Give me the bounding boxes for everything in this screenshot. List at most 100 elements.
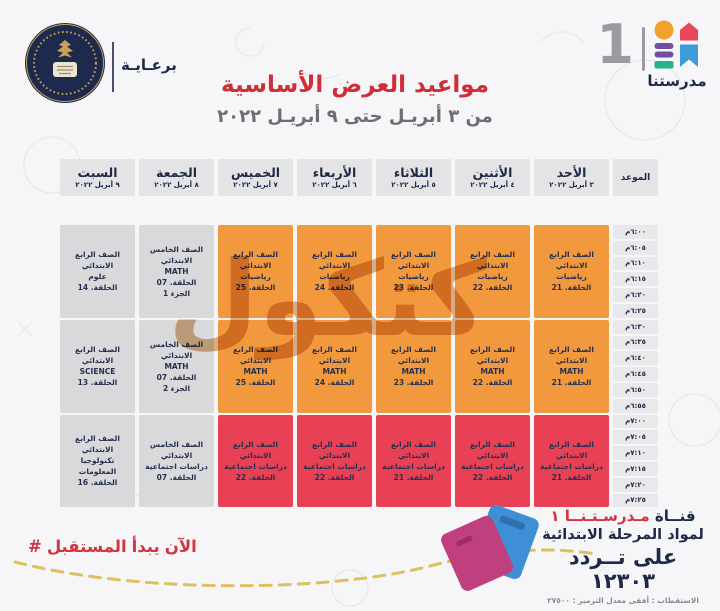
channel-brand: مـدرسـتـنــا ١	[550, 507, 650, 525]
ministry-logo	[25, 23, 105, 103]
time-slot-cell: ٧:٢٥م	[613, 493, 658, 508]
cell-line: الجزء 2	[162, 383, 191, 393]
hashtag-word: الآن	[164, 537, 197, 556]
cell-line: الصف الرابع الابتدائي	[312, 439, 357, 460]
schedule-cell: الصف الرابع الابتدائي MATH الحلقة. 24	[297, 319, 372, 413]
cell-line: الصف الرابع الابتدائي	[233, 439, 278, 460]
channel-info-line2: لمواد المرحلة الابتدائية	[542, 527, 704, 543]
cell-line: الحلقة. 24	[314, 283, 355, 293]
cell-line: SCIENCE	[79, 367, 116, 377]
cell-line: الجزء 1	[162, 288, 191, 298]
day-name: السبت	[77, 165, 118, 181]
schedule-cell: الصف الرابع الابتدائي دراسات اجتماعية الحل…	[218, 414, 293, 508]
time-slot-cell: ٦:٤٠م	[613, 351, 658, 366]
schedule-cell: الصف الرابع الابتدائي رياضيات الحلقة. 23	[376, 225, 451, 318]
logo-circle-icon	[654, 20, 674, 40]
cell-line: MATH	[401, 367, 426, 377]
cell-line: MATH	[243, 367, 268, 377]
day-date: ٤ أبريل ٢٠٢٢	[470, 180, 515, 189]
cell-line: الصف الرابع الابتدائي	[75, 434, 120, 455]
day-header-cell: الأثنين ٤ أبريل ٢٠٢٢	[455, 159, 530, 196]
time-slot-cell: ٦:١٠م	[613, 256, 658, 271]
logo-bar-icon	[654, 43, 674, 49]
cell-line: الصف الخامس الابتدائي	[149, 244, 204, 265]
cell-line: الصف الرابع الابتدائي	[549, 250, 594, 271]
cell-line: دراسات اجتماعية	[382, 461, 445, 471]
time-slot-cell: ٧:٢٠م	[613, 477, 658, 492]
day-name: الثلاثاء	[393, 165, 434, 181]
day-header-cell: الجمعة ٨ أبريل ٢٠٢٢	[139, 159, 214, 196]
cell-line: الصف الرابع الابتدائي	[391, 345, 436, 366]
schedule-body: ٦:٠٠م ٦:٠٥م ٦:١٠م ٦:١٥م ٦:٢٠م ٦:٢٥م ٦:٣٠م ٦:٣٥م…	[60, 225, 658, 508]
schedule-cell: الصف الرابع الابتدائي دراسات اجتماعية الحل…	[455, 414, 530, 508]
cell-line: الصف الرابع الابتدائي	[391, 439, 436, 460]
time-slot-cell: ٧:١٠م	[613, 446, 658, 460]
hashtag-word: المستقبل	[46, 537, 127, 556]
day-header-cell: الثلاثاء ٥ أبريل ٢٠٢٢	[376, 159, 451, 196]
cell-line: MATH	[164, 266, 189, 276]
schedule-cell: الصف الرابع الابتدائي رياضيات الحلقة. 24	[297, 225, 372, 318]
channel-name: مدرستنا	[647, 72, 707, 90]
schedule-cell: الصف الرابع الابتدائي رياضيات الحلقة. 22	[455, 225, 530, 318]
schedule-cell: الصف الرابع الابتدائي دراسات اجتماعية الحل…	[376, 414, 451, 508]
dashed-line-decoration	[13, 548, 598, 588]
cell-line: دراسات اجتماعية	[145, 461, 208, 471]
cell-line: الصف الرابع الابتدائي	[470, 345, 515, 366]
channel-technical-info: الاستقطاب : أفقى معدل الترميز : ٢٧٥٠٠	[547, 596, 699, 605]
channel-info: قنــاة مـدرسـتـنــا ١ لمواد المرحلة الاب…	[534, 507, 712, 605]
schedule-cell: الصف الرابع الابتدائي MATH الحلقة. 25	[218, 319, 293, 413]
channel-logo-divider	[642, 27, 645, 71]
day-name: الأثنين	[472, 165, 513, 181]
page-title: مواعيد العرض الأساسية	[221, 72, 489, 98]
pink-book-icon	[441, 515, 514, 591]
schedule-cell: الصف الرابع الابتدائي رياضيات الحلقة. 21	[534, 225, 609, 318]
channel-info-line1: قنــاة مـدرسـتـنــا ١	[534, 507, 712, 525]
schedule-cell: الصف الخامس الابتدائي MATH الحلقة. 07 الجزء…	[139, 225, 214, 318]
time-slot-cell: ٦:٥٠م	[613, 382, 658, 397]
day-date: ٥ أبريل ٢٠٢٢	[391, 180, 436, 189]
day-date: ٣ أبريل ٢٠٢٢	[549, 180, 594, 189]
day-date: ٩ أبريل ٢٠٢٢	[75, 180, 120, 189]
cell-line: الحلقة. 14	[77, 283, 118, 293]
cell-line: الحلقة. 16	[77, 478, 118, 488]
day-header-cell: السبت ٩ أبريل ٢٠٢٢	[60, 159, 135, 196]
cell-line: دراسات اجتماعية	[303, 461, 366, 471]
cell-line: دراسات اجتماعية	[461, 461, 524, 471]
day-name: الخميس	[230, 165, 281, 181]
time-slot-cell: ٦:١٥م	[613, 272, 658, 287]
cell-line: الصف الرابع الابتدائي	[549, 439, 594, 460]
schedule-cell: الصف الرابع الابتدائي رياضيات الحلقة. 25	[218, 225, 293, 318]
day-date: ٨ أبريل ٢٠٢٢	[154, 180, 199, 189]
eagle-icon	[57, 40, 73, 58]
channel-word: قنــاة	[654, 507, 696, 525]
cell-line: الحلقة. 22	[235, 472, 276, 482]
cell-line: الصف الرابع الابتدائي	[233, 250, 278, 271]
cell-line: الصف الرابع الابتدائي	[233, 345, 278, 366]
hashtag: # المستقبل يبدأ الآن	[28, 537, 197, 556]
cell-line: رياضيات	[240, 272, 271, 282]
time-slot-cell: ٦:٤٥م	[613, 367, 658, 381]
cell-line: الحلقة. 22	[314, 472, 355, 482]
cell-line: الحلقة. 22	[472, 283, 513, 293]
schedule-cell: الصف الرابع الابتدائي دراسات اجتماعية الحل…	[534, 414, 609, 508]
cell-line: الحلقة. 21	[551, 283, 592, 293]
cell-line: رياضيات	[477, 272, 508, 282]
time-slot-cell: ٦:٣٠م	[613, 319, 658, 334]
time-slot-cell: ٦:٠٥م	[613, 240, 658, 255]
day-header-cell: الأحد ٣ أبريل ٢٠٢٢	[534, 159, 609, 196]
cell-line: الحلقة. 24	[314, 378, 355, 388]
cell-line: MATH	[322, 367, 347, 377]
page-subtitle: من ٣ أبريـل حتى ٩ أبريـل ٢٠٢٢	[217, 106, 493, 127]
cell-line: رياضيات	[319, 272, 350, 282]
cell-line: الصف الخامس الابتدائي	[149, 439, 204, 460]
cell-line: الصف الرابع الابتدائي	[312, 345, 357, 366]
logo-bar-icon	[654, 51, 674, 58]
cell-line: الصف الرابع الابتدائي	[470, 250, 515, 271]
cell-line: الحلقة. 07	[156, 472, 197, 482]
schedule-cell: الصف الخامس الابتدائي دراسات اجتماعية الحل…	[139, 414, 214, 508]
cell-line: الحلقة. 13	[77, 378, 118, 388]
schedule-cell: الصف الرابع الابتدائي دراسات اجتماعية الحل…	[297, 414, 372, 508]
cell-line: الصف الرابع الابتدائي	[470, 439, 515, 460]
time-slot-cell: ٧:٠٠م	[613, 414, 658, 429]
cell-line: رياضيات	[556, 272, 587, 282]
